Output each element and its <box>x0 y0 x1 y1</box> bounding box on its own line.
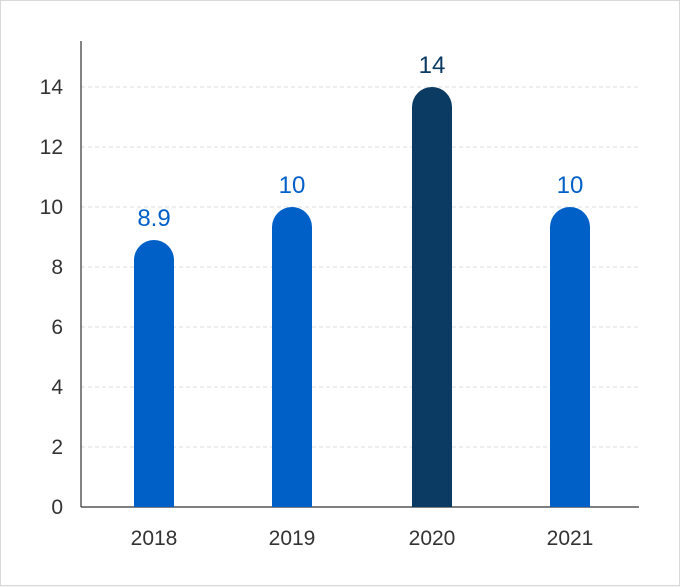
x-tick-label: 2021 <box>547 527 594 550</box>
y-tick-label: 2 <box>51 436 63 459</box>
data-label: 10 <box>279 172 306 199</box>
bar-2020 <box>412 87 452 507</box>
y-tick-label: 12 <box>40 136 63 159</box>
x-tick-label: 2019 <box>269 527 316 550</box>
y-tick-label: 10 <box>40 196 63 219</box>
y-tick-label: 0 <box>51 496 63 519</box>
y-tick-label: 6 <box>51 316 63 339</box>
x-tick-label: 2020 <box>409 527 456 550</box>
y-tick-label: 14 <box>40 76 64 99</box>
bar-2021 <box>550 207 590 507</box>
bar-2018 <box>134 240 174 507</box>
y-tick-label: 8 <box>51 256 63 279</box>
data-label: 10 <box>557 172 584 199</box>
y-tick-label: 4 <box>51 376 63 399</box>
data-label: 14 <box>419 52 446 79</box>
x-tick-label: 2018 <box>131 527 178 550</box>
data-label: 8.9 <box>137 205 170 232</box>
bar-2019 <box>272 207 312 507</box>
